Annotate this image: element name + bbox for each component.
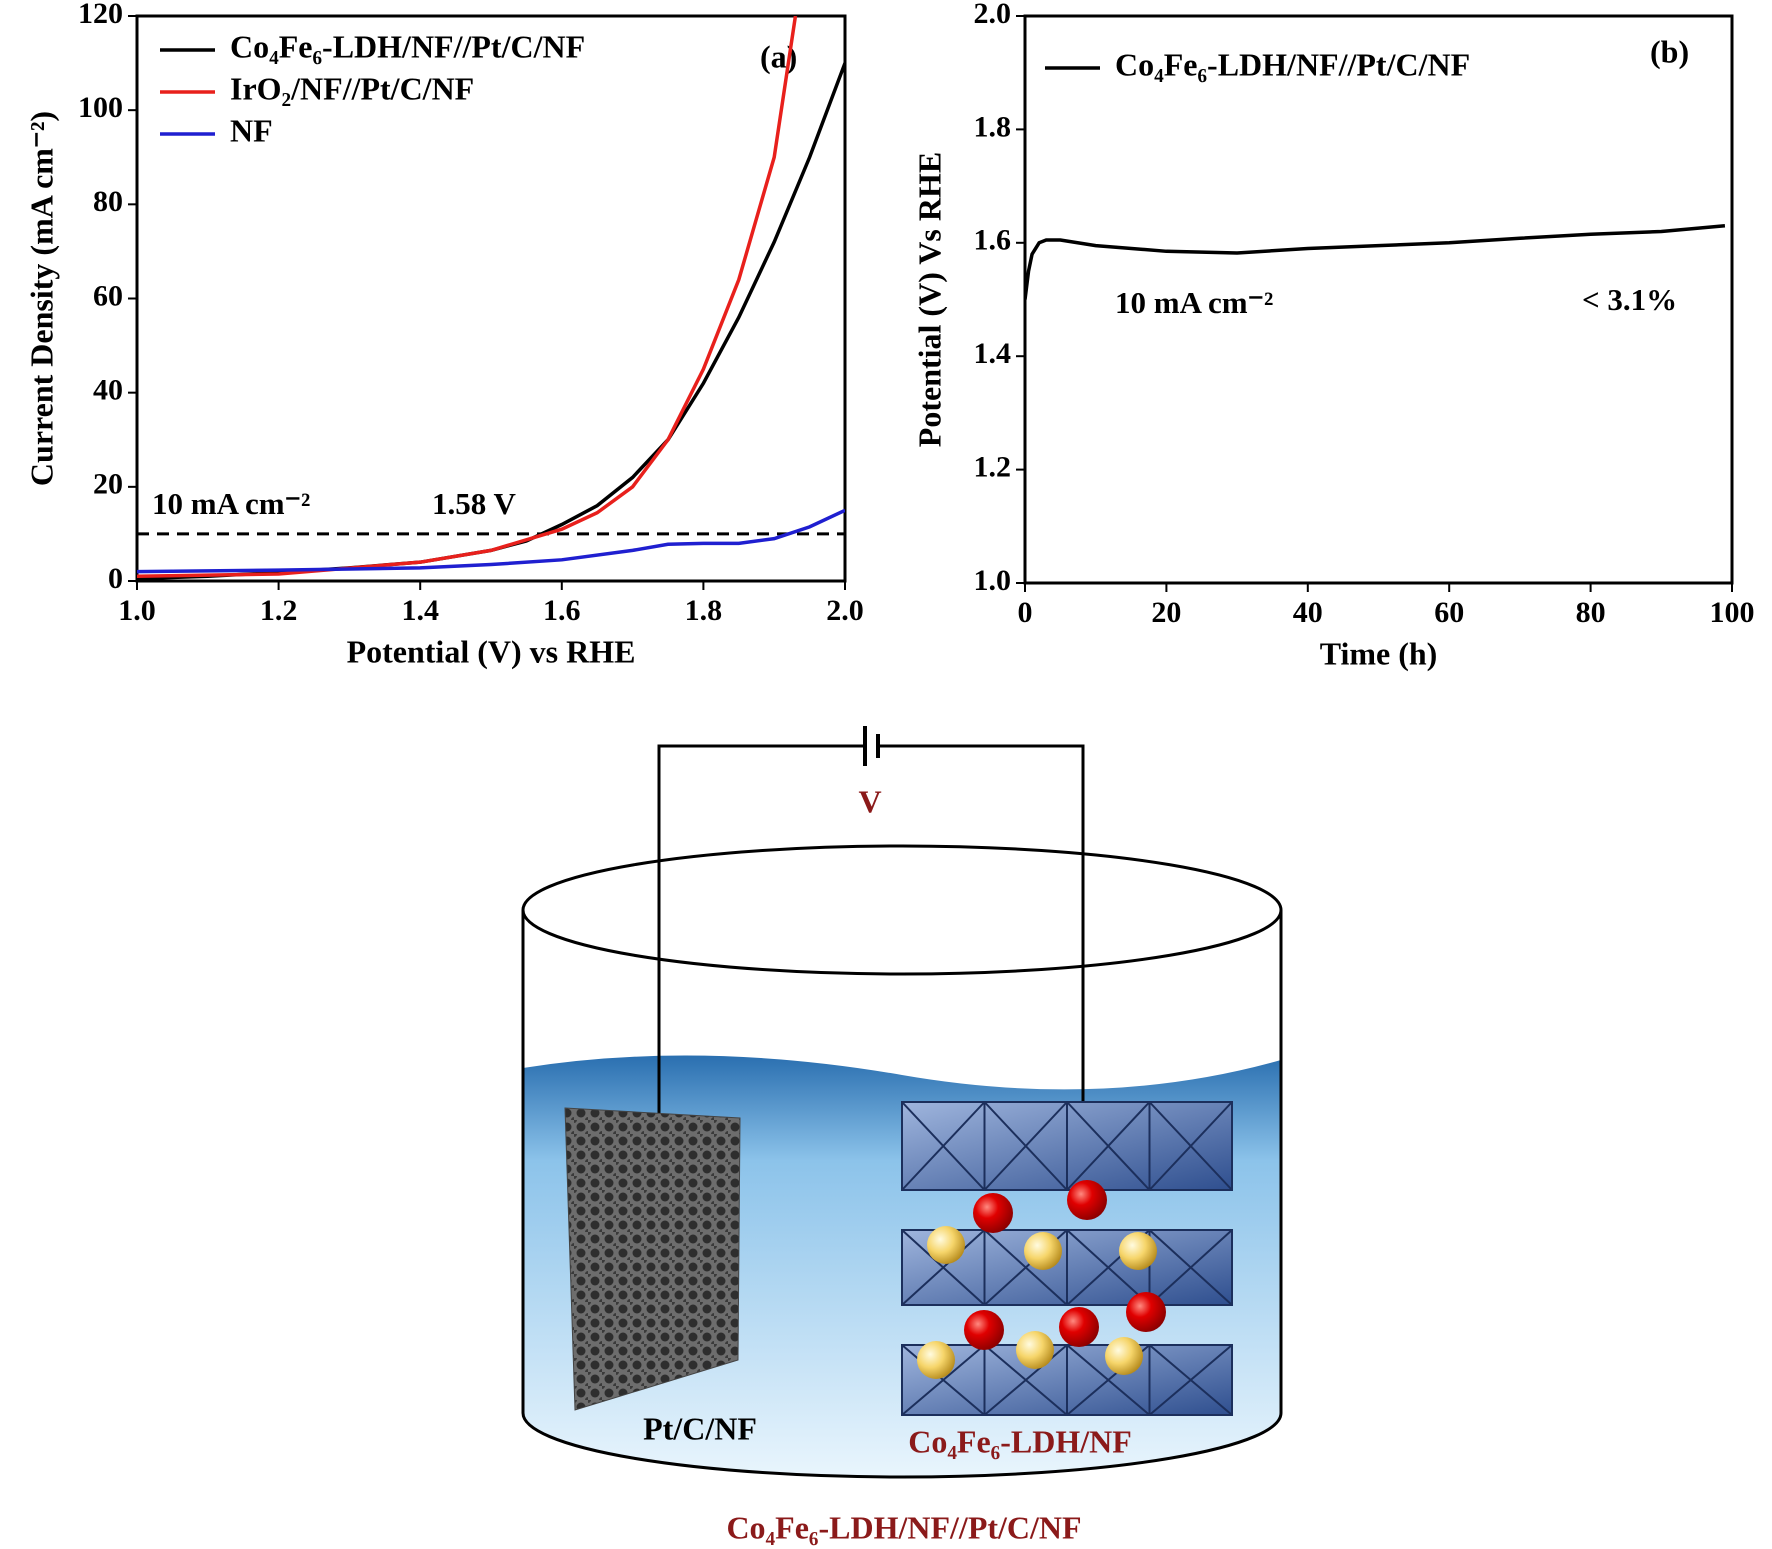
x-tick-label: 40 xyxy=(1293,596,1323,629)
series-line xyxy=(137,508,845,574)
y-tick-label: 20 xyxy=(93,468,123,501)
hydroxide-ion xyxy=(964,1310,1004,1350)
octahedron xyxy=(901,1101,986,1191)
wire xyxy=(657,744,865,1120)
y-tick-label: 40 xyxy=(93,374,123,407)
water-molecule xyxy=(1105,1337,1143,1375)
water-molecule xyxy=(1024,1232,1062,1270)
y-tick-label: 1.6 xyxy=(974,224,1012,257)
octahedron xyxy=(901,1229,986,1306)
x-tick-label: 1.2 xyxy=(260,594,298,627)
annotation: 1.58 V xyxy=(432,486,516,521)
legend-label: NF xyxy=(230,112,273,148)
octahedron xyxy=(983,1101,1068,1191)
cell-diagram: V Pt/C/NF Co₄Fe₆-LDH/NF Co₄Fe₆-LDH/NF//P… xyxy=(521,726,1283,1545)
x-tick-label: 100 xyxy=(1710,596,1755,629)
cell-label: Co₄Fe₆-LDH/NF//Pt/C/NF xyxy=(726,1509,1081,1545)
beaker-rim xyxy=(521,844,1283,976)
plot-frame xyxy=(1023,14,1734,585)
x-tick-label: 2.0 xyxy=(826,594,864,627)
y-axis-title: Current Density (mA cm⁻²) xyxy=(23,111,59,486)
y-tick-label: 1.4 xyxy=(974,337,1012,370)
ldh-electrode xyxy=(901,1101,1233,1416)
octahedron xyxy=(901,1344,986,1416)
water-molecule xyxy=(917,1341,955,1379)
hydroxide-ion xyxy=(1126,1292,1166,1332)
anode-label: Co₄Fe₆-LDH/NF xyxy=(908,1423,1132,1459)
voltage-label: V xyxy=(858,783,881,819)
x-tick-label: 20 xyxy=(1151,596,1181,629)
x-tick-label: 1.6 xyxy=(543,594,581,627)
octahedron xyxy=(1148,1344,1233,1416)
y-tick-label: 1.0 xyxy=(974,564,1012,597)
annotation: < 3.1% xyxy=(1582,282,1677,317)
water-molecule xyxy=(1016,1331,1054,1369)
octahedron xyxy=(1066,1101,1151,1191)
y-tick-label: 1.2 xyxy=(974,450,1012,483)
octahedron xyxy=(983,1344,1068,1416)
cathode-label: Pt/C/NF xyxy=(643,1410,757,1446)
beaker-wall xyxy=(521,910,1283,1479)
y-tick-label: 100 xyxy=(78,91,123,124)
legend-label: IrO₂/NF//Pt/C/NF xyxy=(230,70,474,106)
annotation: 10 mA cm⁻² xyxy=(1115,285,1273,320)
x-tick-label: 80 xyxy=(1576,596,1606,629)
series-line xyxy=(1025,224,1726,300)
panel-label: (b) xyxy=(1650,33,1689,69)
y-tick-label: 0 xyxy=(108,562,123,595)
y-tick-label: 120 xyxy=(78,0,123,30)
y-axis-title: Potential (V) Vs RHE xyxy=(911,152,947,447)
wire xyxy=(878,744,1085,1102)
hydroxide-ion xyxy=(973,1193,1013,1233)
x-axis-title: Time (h) xyxy=(1320,635,1438,671)
legend-label: Co₄Fe₆-LDH/NF//Pt/C/NF xyxy=(230,28,585,64)
y-tick-label: 80 xyxy=(93,185,123,218)
legend-label: Co₄Fe₆-LDH/NF//Pt/C/NF xyxy=(1115,46,1470,82)
x-tick-label: 1.4 xyxy=(401,594,439,627)
x-tick-label: 1.0 xyxy=(118,594,156,627)
pt-c-nf-electrode xyxy=(564,1107,741,1411)
water-molecule xyxy=(1119,1232,1157,1270)
x-tick-label: 60 xyxy=(1434,596,1464,629)
x-axis-title: Potential (V) vs RHE xyxy=(347,633,636,669)
octahedron xyxy=(1148,1101,1233,1191)
annotation: 10 mA cm⁻² xyxy=(152,486,310,521)
y-tick-label: 1.8 xyxy=(974,110,1012,143)
hydroxide-ion xyxy=(1059,1307,1099,1347)
x-tick-label: 0 xyxy=(1018,596,1033,629)
y-tick-label: 2.0 xyxy=(974,0,1012,30)
water-molecule xyxy=(927,1226,965,1264)
hydroxide-ion xyxy=(1067,1180,1107,1220)
y-tick-label: 60 xyxy=(93,279,123,312)
series-line xyxy=(137,16,798,579)
x-tick-label: 1.8 xyxy=(685,594,723,627)
